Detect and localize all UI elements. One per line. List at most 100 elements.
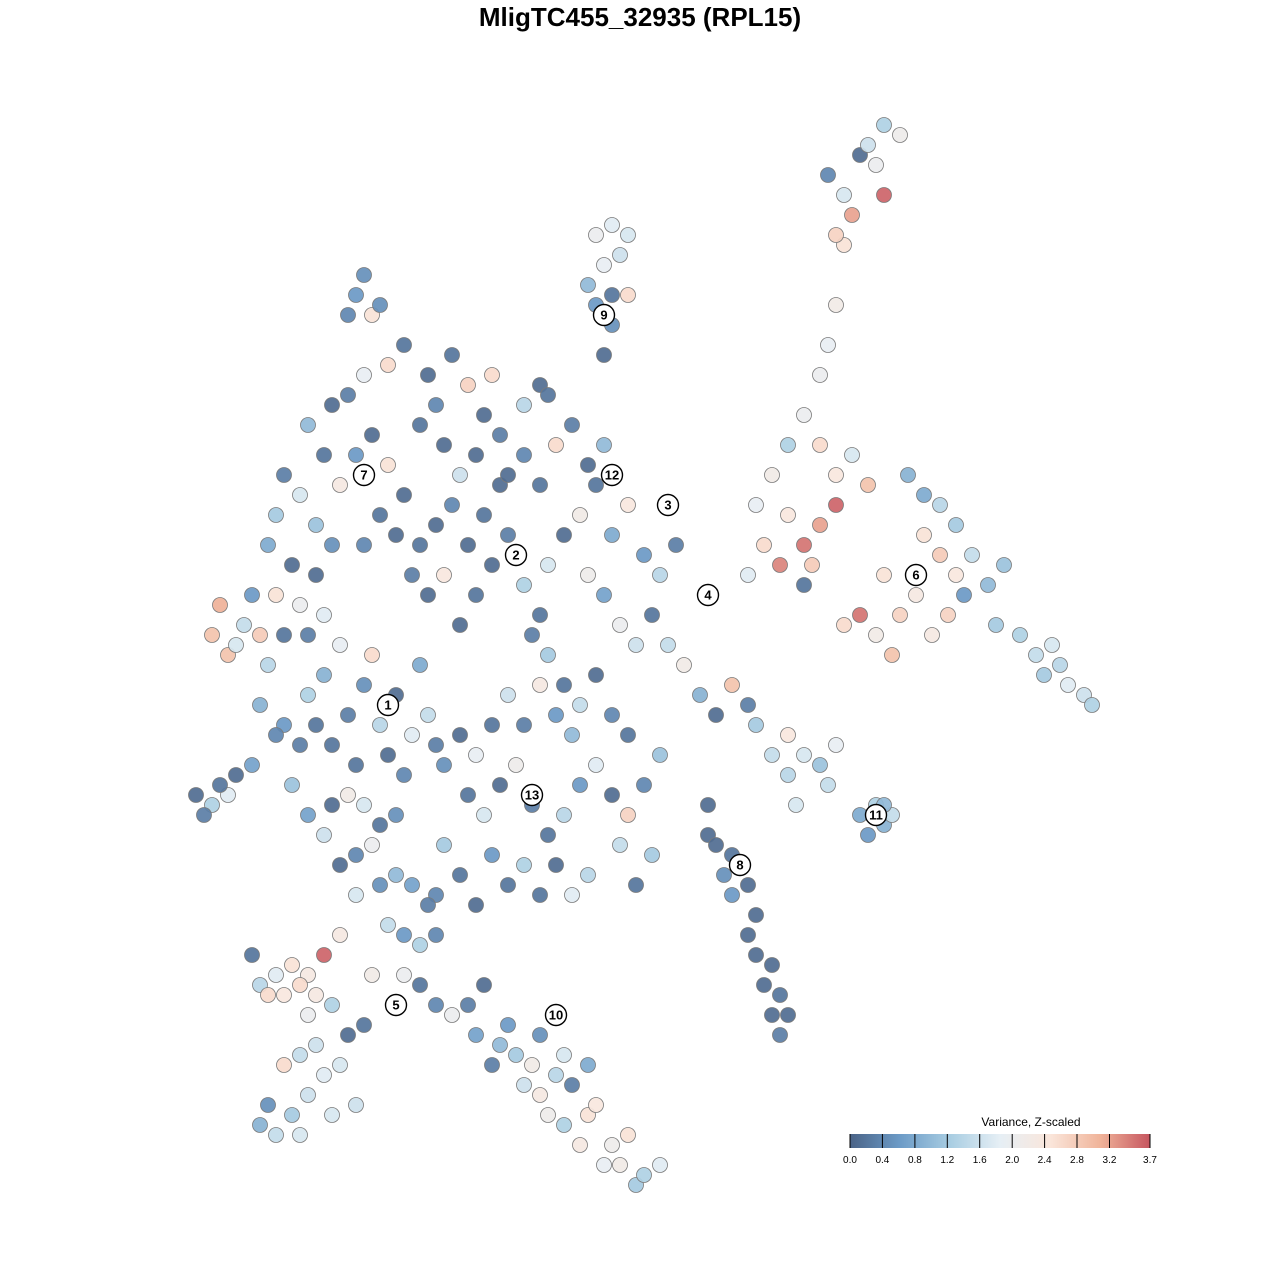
cluster-id: 12 (605, 468, 619, 483)
data-point (316, 667, 332, 683)
data-point (348, 757, 364, 773)
data-point (396, 767, 412, 783)
cluster-marker (384, 993, 408, 1017)
data-point (276, 987, 292, 1003)
data-point (516, 1077, 532, 1093)
cluster-marker (904, 563, 928, 587)
data-point (796, 577, 812, 593)
cluster-label: 5 (384, 993, 408, 1017)
data-point (604, 527, 620, 543)
data-point (476, 507, 492, 523)
data-point (740, 697, 756, 713)
data-point (796, 747, 812, 763)
data-point (356, 677, 372, 693)
data-point (532, 477, 548, 493)
data-point (452, 617, 468, 633)
color-legend: Variance, Z-scaled 0.0 0.4 0.8 1.2 1.6 2.0 2.4… (843, 1115, 1157, 1166)
cluster-id: 1 (384, 698, 391, 713)
data-point (428, 997, 444, 1013)
legend-tick-label: 0.8 (908, 1155, 922, 1166)
data-point (492, 1037, 508, 1053)
data-point (724, 677, 740, 693)
data-point (300, 417, 316, 433)
data-point (540, 827, 556, 843)
data-point (428, 737, 444, 753)
cluster-marker (376, 693, 400, 717)
data-point (988, 617, 1004, 633)
data-point (844, 207, 860, 223)
data-point (420, 367, 436, 383)
data-point (300, 807, 316, 823)
data-point (444, 347, 460, 363)
data-point (308, 1037, 324, 1053)
data-point (540, 557, 556, 573)
legend-tick-label: 1.2 (940, 1155, 954, 1166)
data-point (380, 917, 396, 933)
data-point (268, 507, 284, 523)
data-point (484, 557, 500, 573)
cluster-marker (352, 463, 376, 487)
data-point (260, 537, 276, 553)
data-point (524, 627, 540, 643)
data-point (372, 817, 388, 833)
data-point (780, 767, 796, 783)
data-point (676, 657, 692, 673)
data-point (860, 137, 876, 153)
data-point (572, 507, 588, 523)
data-point (500, 877, 516, 893)
data-point (620, 227, 636, 243)
data-point (948, 517, 964, 533)
data-point (588, 477, 604, 493)
cluster-id: 9 (600, 308, 607, 323)
data-point (716, 867, 732, 883)
data-point (324, 1107, 340, 1123)
legend-tick-label: 2.0 (1005, 1155, 1019, 1166)
data-point (636, 547, 652, 563)
data-point (724, 887, 740, 903)
data-point (284, 957, 300, 973)
data-point (588, 667, 604, 683)
data-point (412, 937, 428, 953)
data-point (756, 977, 772, 993)
data-point (268, 967, 284, 983)
data-point (372, 877, 388, 893)
data-point (532, 607, 548, 623)
data-point (604, 707, 620, 723)
data-point (780, 727, 796, 743)
data-point (444, 497, 460, 513)
data-point (780, 1007, 796, 1023)
data-point (332, 927, 348, 943)
cluster-marker (592, 303, 616, 327)
data-point (884, 647, 900, 663)
data-point (748, 947, 764, 963)
data-point (388, 527, 404, 543)
data-point (604, 1137, 620, 1153)
data-point (396, 967, 412, 983)
cluster-id: 5 (392, 998, 399, 1013)
cluster-marker (520, 783, 544, 807)
data-point (268, 1127, 284, 1143)
data-point (540, 1107, 556, 1123)
data-point (636, 1167, 652, 1183)
data-point (404, 877, 420, 893)
data-point (812, 367, 828, 383)
cluster-label: 4 (696, 583, 720, 607)
data-point (420, 707, 436, 723)
data-point (252, 1117, 268, 1133)
data-point (796, 407, 812, 423)
data-point (588, 757, 604, 773)
data-point (500, 467, 516, 483)
data-point (348, 447, 364, 463)
data-point (476, 977, 492, 993)
cluster-id: 13 (525, 788, 539, 803)
data-point (204, 627, 220, 643)
data-point (596, 437, 612, 453)
data-point (356, 1017, 372, 1033)
data-point (292, 487, 308, 503)
data-point (828, 297, 844, 313)
data-point (300, 687, 316, 703)
data-point (556, 1117, 572, 1133)
data-point (820, 337, 836, 353)
data-point (532, 887, 548, 903)
